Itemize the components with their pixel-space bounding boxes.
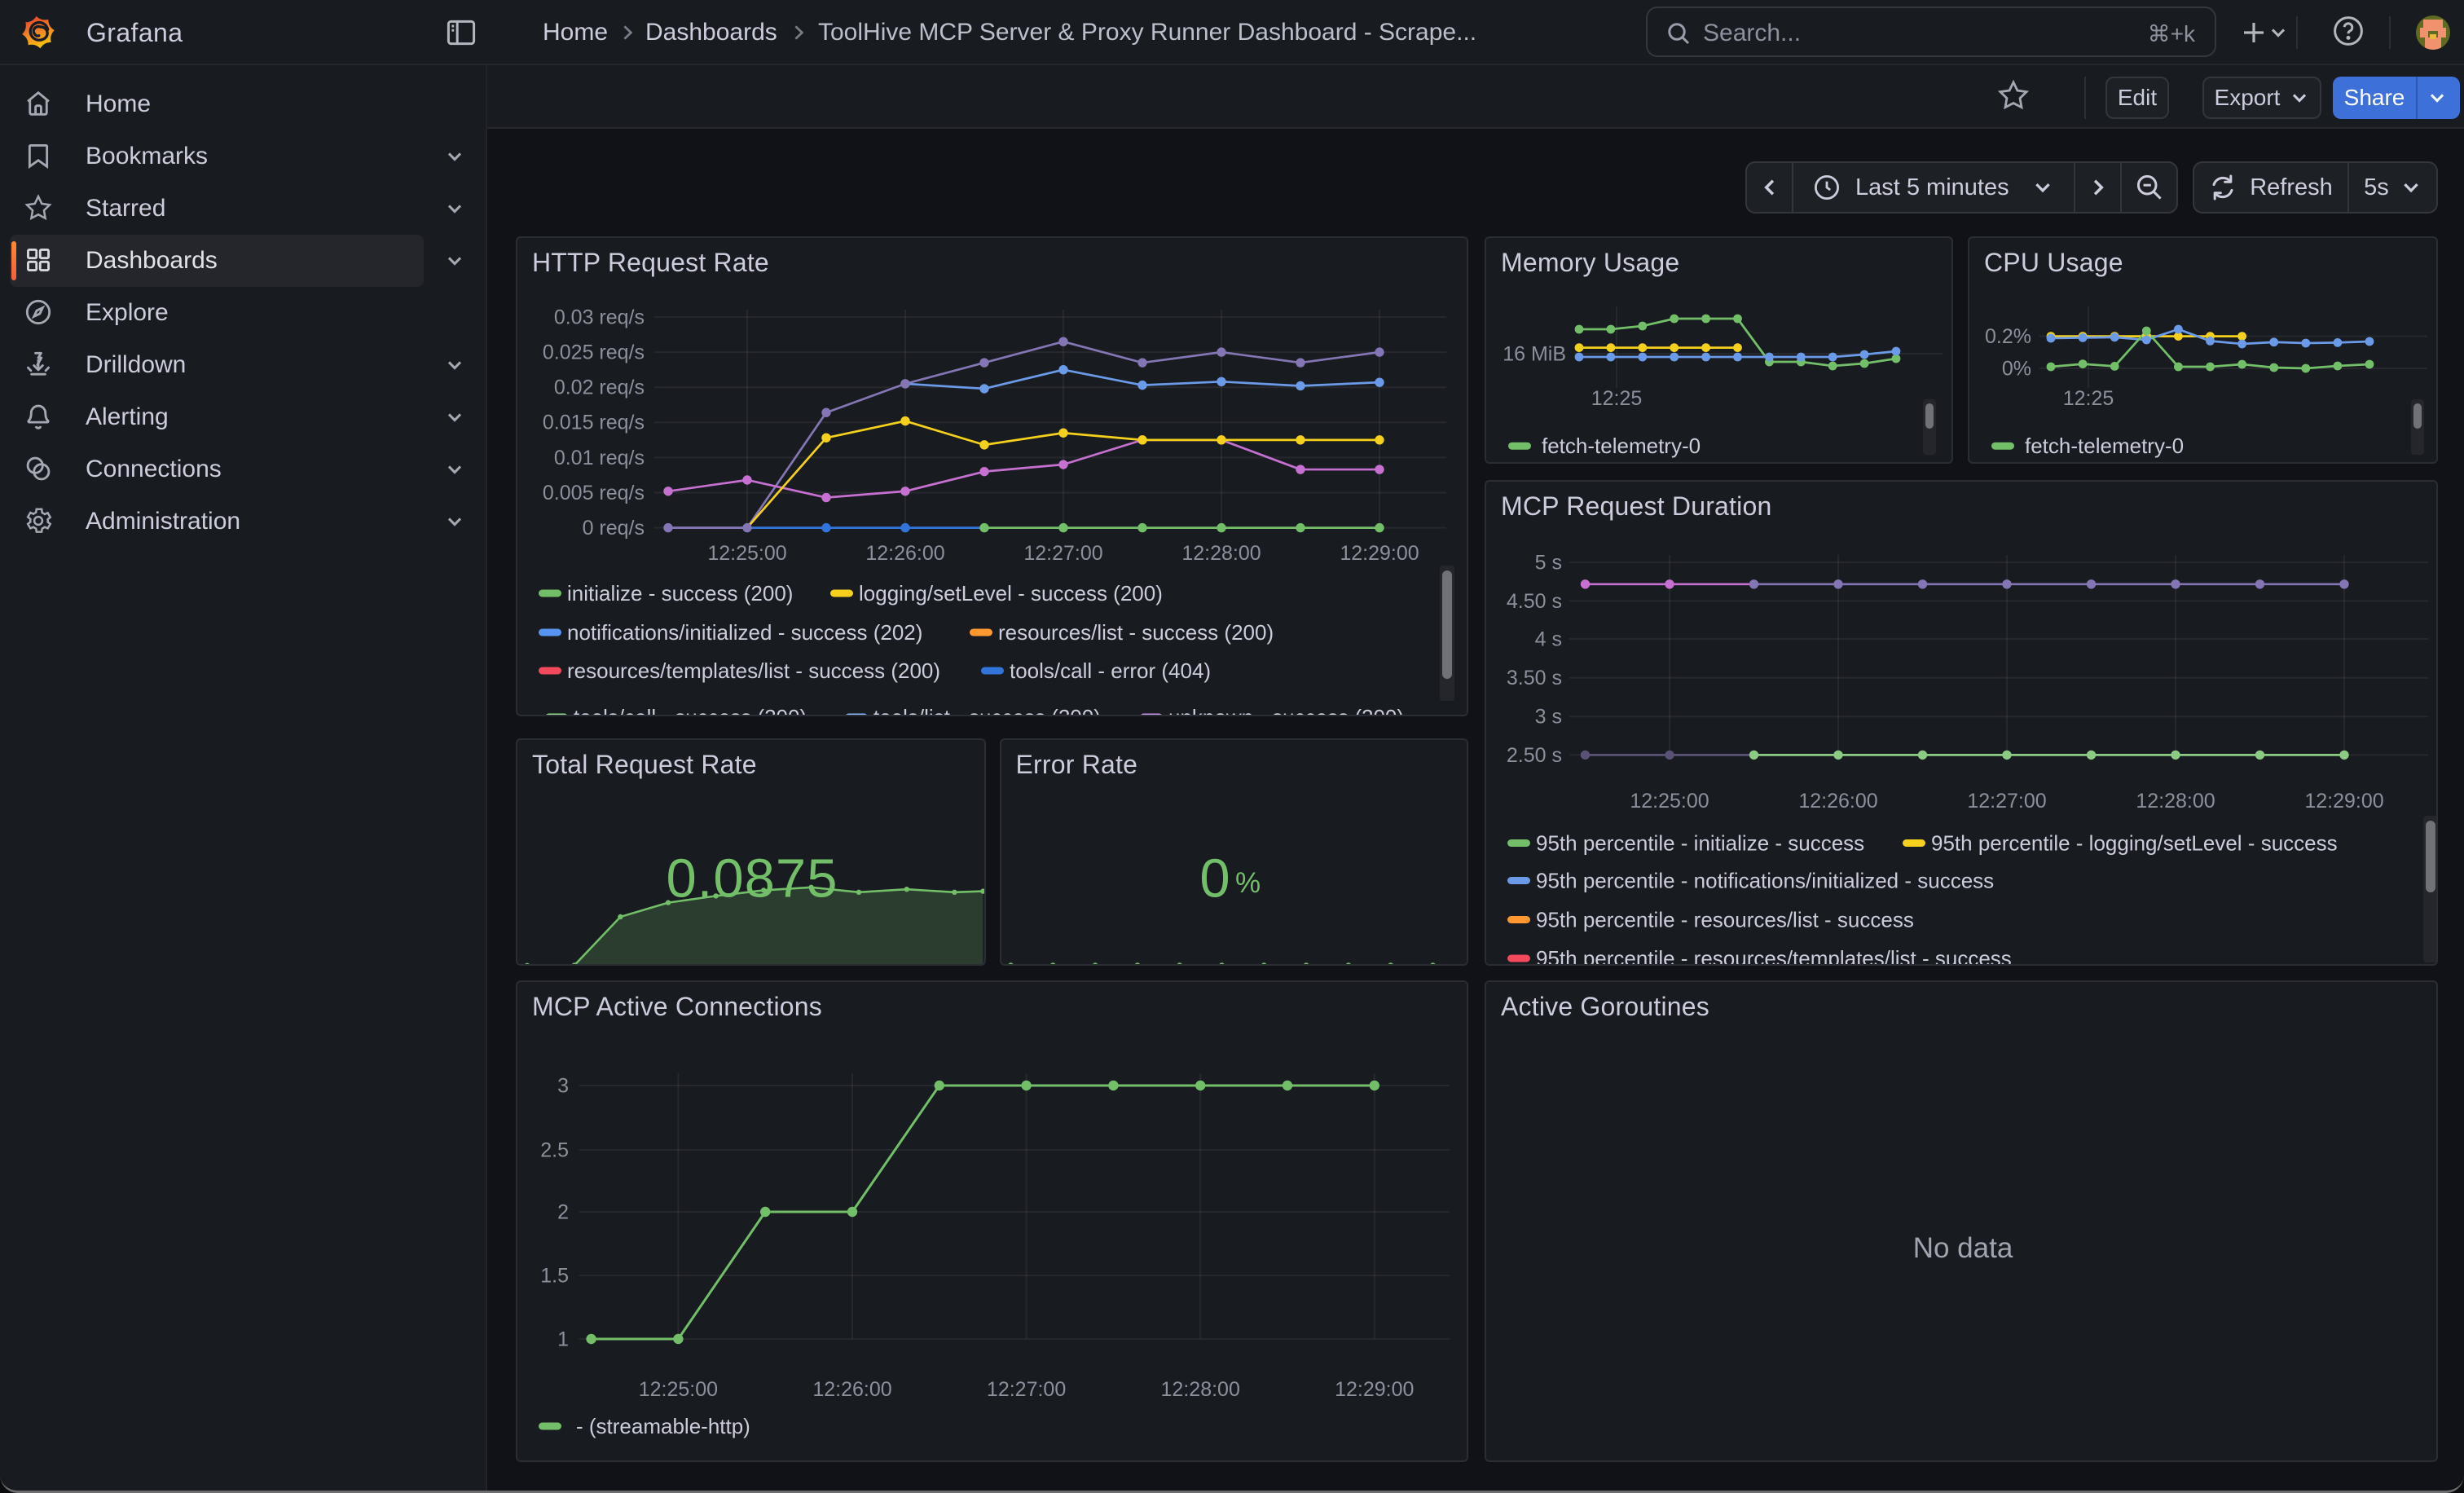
svg-text:0: 0: [1199, 848, 1230, 909]
svg-text:fetch-telemetry-0: fetch-telemetry-0: [2025, 434, 2184, 458]
svg-text:12:25: 12:25: [2063, 387, 2114, 410]
svg-text:0.03 req/s: 0.03 req/s: [554, 306, 645, 328]
svg-text:0.025 req/s: 0.025 req/s: [543, 341, 645, 364]
svg-text:12:27:00: 12:27:00: [987, 1378, 1066, 1401]
svg-text:12:26:00: 12:26:00: [865, 542, 944, 565]
svg-text:0.01 req/s: 0.01 req/s: [554, 447, 645, 469]
svg-text:0%: 0%: [2002, 357, 2031, 380]
svg-text:12:27:00: 12:27:00: [1967, 790, 2046, 813]
svg-text:tools/call - success (200): tools/call - success (200): [574, 705, 807, 716]
svg-text:2: 2: [557, 1200, 569, 1223]
svg-text:2.50 s: 2.50 s: [1507, 743, 1562, 766]
svg-text:95th percentile - notification: 95th percentile - notifications/initiali…: [1536, 868, 1994, 892]
svg-text:12:25:00: 12:25:00: [639, 1378, 718, 1401]
svg-text:12:25:00: 12:25:00: [1630, 790, 1709, 813]
svg-text:4.50 s: 4.50 s: [1507, 589, 1562, 612]
svg-text:fetch-telemetry-0: fetch-telemetry-0: [1542, 434, 1701, 458]
svg-text:12:26:00: 12:26:00: [812, 1378, 891, 1401]
svg-text:3: 3: [557, 1074, 569, 1097]
svg-text:unknown - success (200): unknown - success (200): [1168, 705, 1404, 716]
svg-text:12:25:00: 12:25:00: [707, 542, 786, 565]
svg-text:logging/setLevel - success (20: logging/setLevel - success (200): [859, 581, 1163, 606]
svg-text:3.50 s: 3.50 s: [1507, 667, 1562, 689]
svg-text:4 s: 4 s: [1535, 628, 1562, 650]
svg-text:%: %: [1235, 867, 1261, 899]
svg-text:95th percentile - initialize -: 95th percentile - initialize - success: [1536, 830, 1864, 855]
svg-text:12:28:00: 12:28:00: [1181, 542, 1261, 565]
svg-text:notifications/initialized - su: notifications/initialized - success (202…: [567, 620, 922, 645]
svg-text:0.0875: 0.0875: [667, 848, 838, 909]
svg-text:12:27:00: 12:27:00: [1023, 542, 1102, 565]
svg-text:12:29:00: 12:29:00: [2304, 790, 2383, 813]
svg-text:5 s: 5 s: [1535, 551, 1562, 574]
svg-text:12:29:00: 12:29:00: [1335, 1378, 1414, 1401]
svg-text:95th percentile - resources/te: 95th percentile - resources/templates/li…: [1536, 946, 2012, 966]
svg-text:initialize - success (200): initialize - success (200): [567, 581, 793, 606]
svg-text:0.2%: 0.2%: [1985, 325, 2031, 348]
svg-text:12:25: 12:25: [1591, 387, 1643, 410]
svg-text:1: 1: [557, 1328, 569, 1350]
svg-text:tools/call - error (404): tools/call - error (404): [1010, 658, 1211, 683]
svg-text:resources/list - success (200): resources/list - success (200): [998, 620, 1274, 645]
svg-text:12:28:00: 12:28:00: [1161, 1378, 1240, 1401]
svg-text:resources/templates/list - suc: resources/templates/list - success (200): [567, 658, 940, 683]
svg-text:0.02 req/s: 0.02 req/s: [554, 377, 645, 399]
svg-text:0 req/s: 0 req/s: [583, 517, 645, 540]
svg-text:16 MiB: 16 MiB: [1503, 342, 1566, 365]
svg-text:12:29:00: 12:29:00: [1340, 542, 1419, 565]
svg-text:3 s: 3 s: [1535, 705, 1562, 728]
svg-text:1.5: 1.5: [540, 1264, 569, 1287]
svg-text:95th percentile - logging/setL: 95th percentile - logging/setLevel - suc…: [1931, 830, 2338, 855]
svg-text:No data: No data: [1913, 1232, 2013, 1264]
svg-text:2.5: 2.5: [540, 1138, 569, 1161]
svg-text:- (streamable-http): - (streamable-http): [576, 1414, 750, 1438]
svg-text:12:28:00: 12:28:00: [2136, 790, 2215, 813]
svg-text:0.015 req/s: 0.015 req/s: [543, 412, 645, 434]
svg-text:12:26:00: 12:26:00: [1798, 790, 1877, 813]
svg-text:95th percentile - resources/li: 95th percentile - resources/list - succe…: [1536, 907, 1914, 931]
svg-text:tools/list - success (200): tools/list - success (200): [873, 705, 1101, 716]
svg-text:0.005 req/s: 0.005 req/s: [543, 482, 645, 504]
